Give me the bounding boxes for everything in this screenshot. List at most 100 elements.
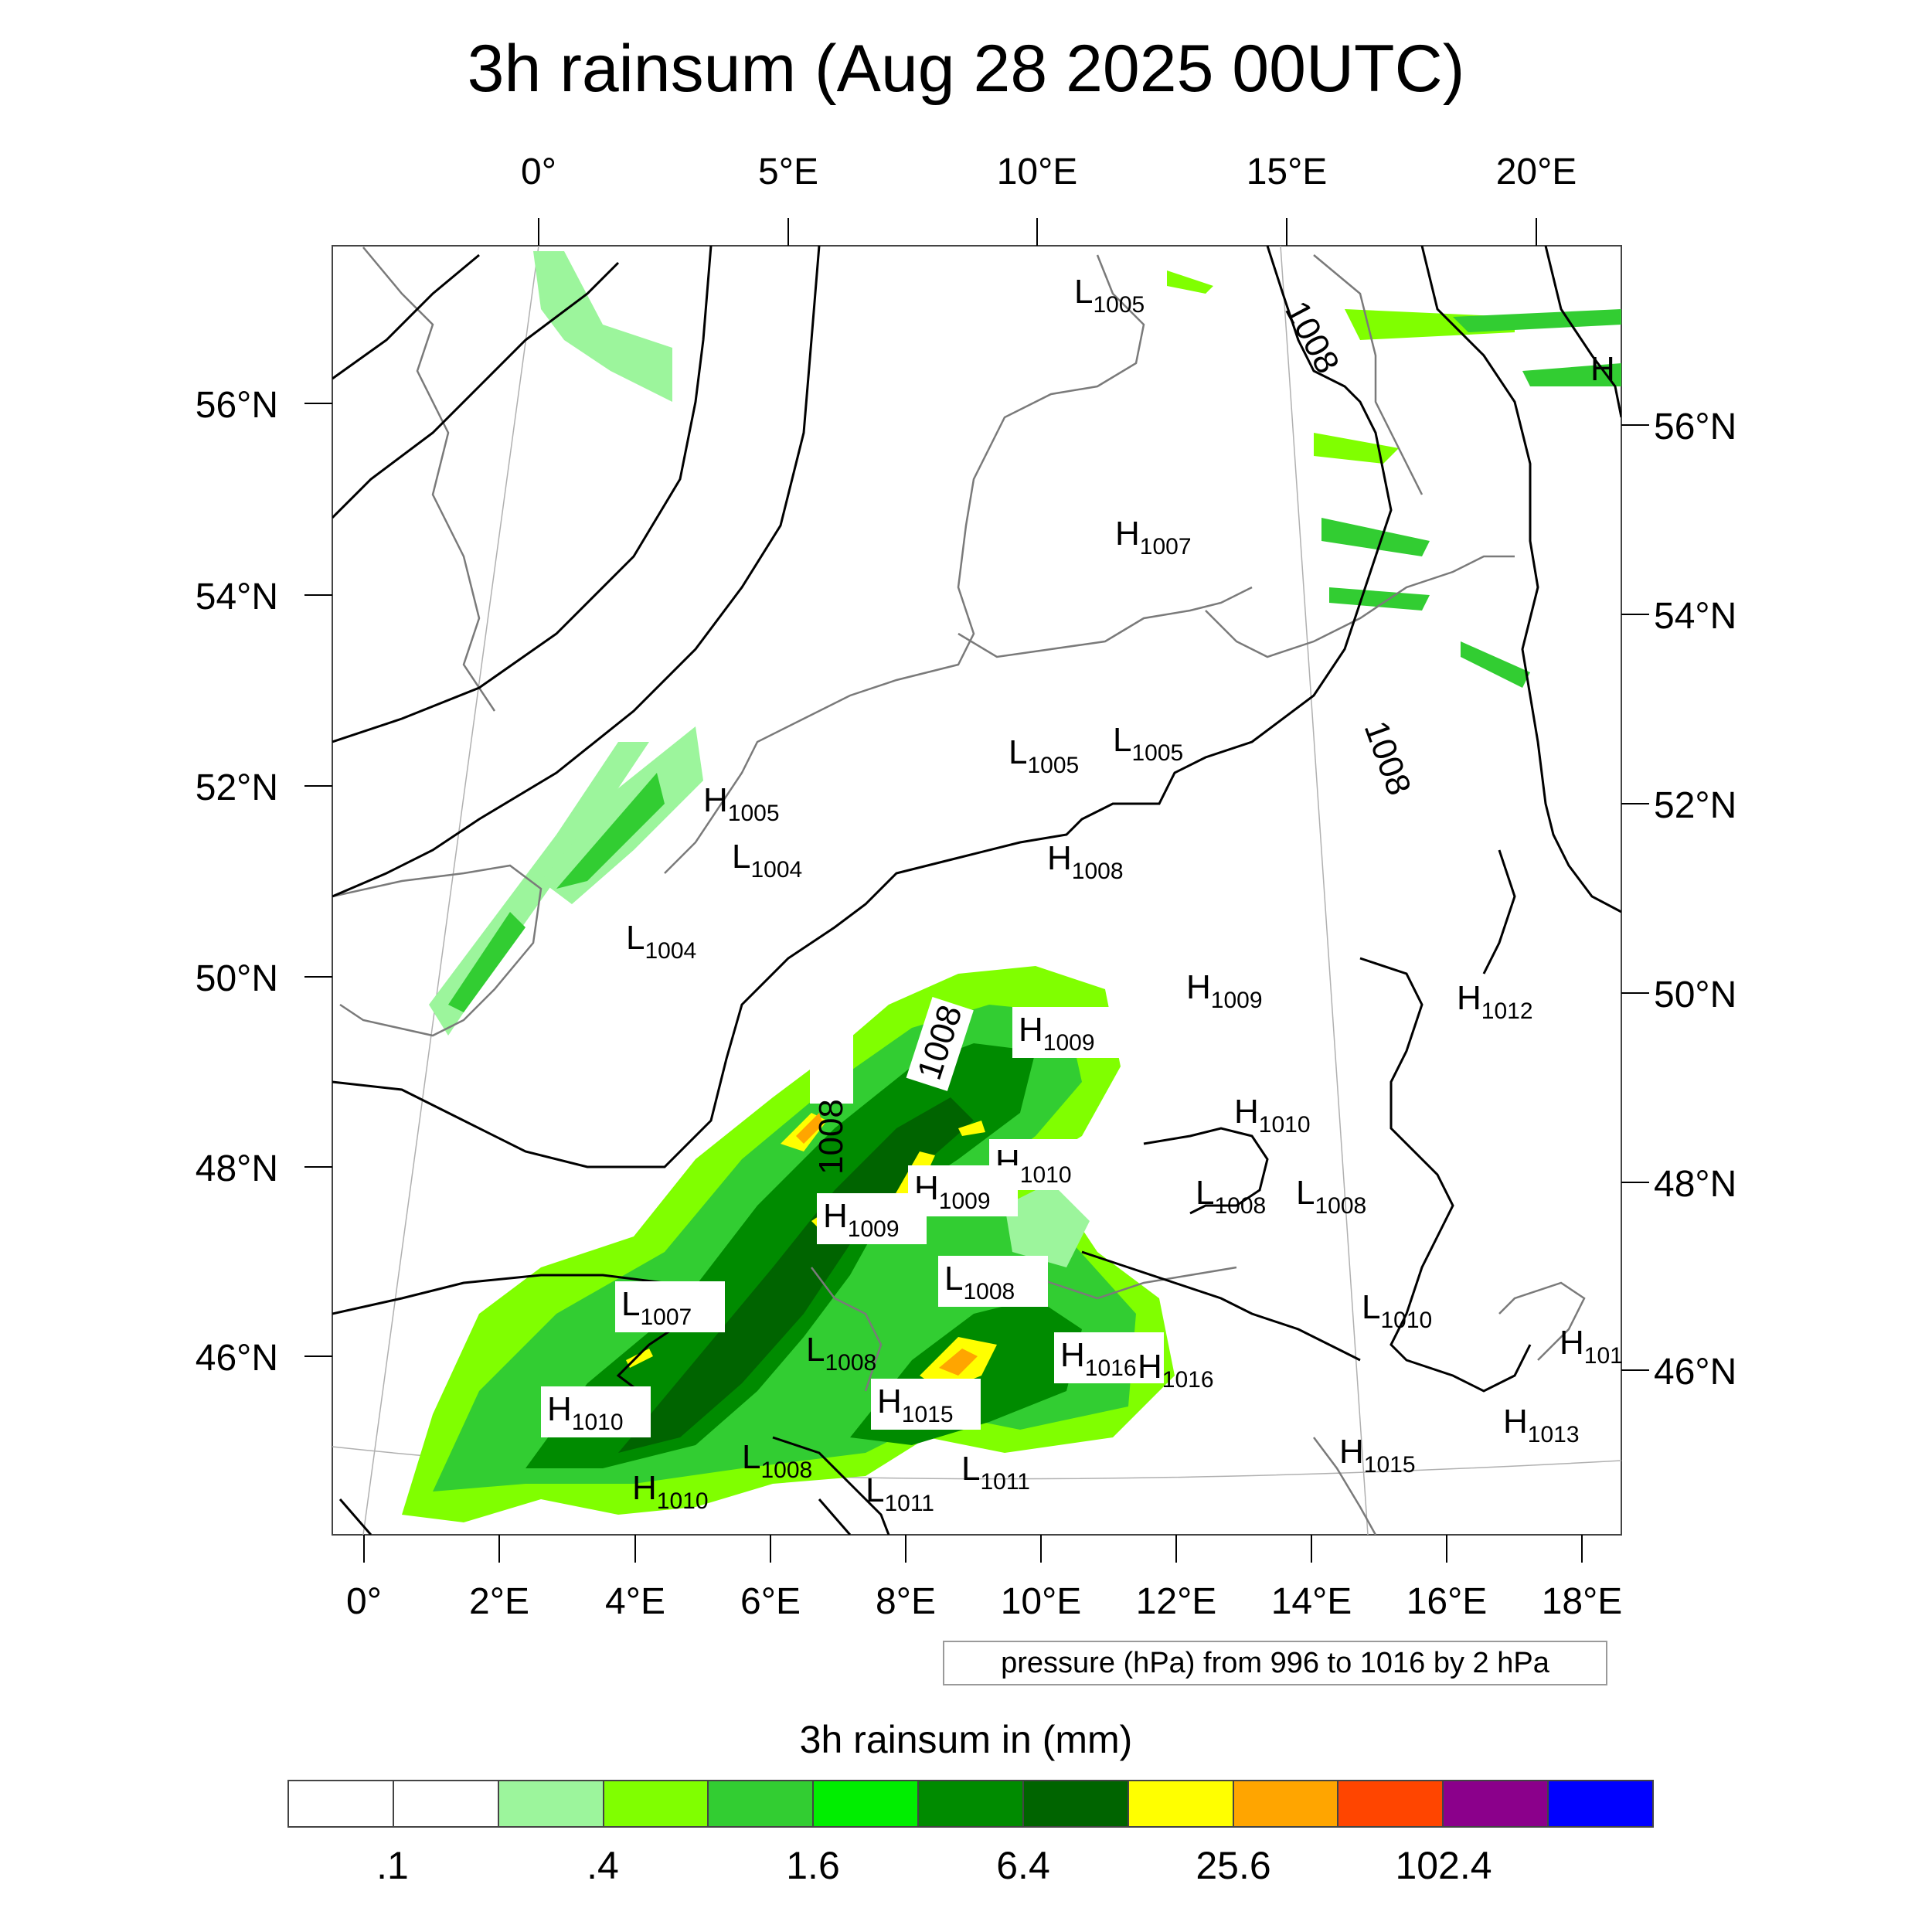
low-pressure-center: L1011: [961, 1450, 1030, 1495]
left-lat-label: 54°N: [196, 577, 278, 617]
top-lon-label: 5°E: [758, 151, 818, 192]
high-pressure-center: H1016: [1054, 1332, 1164, 1383]
pressure-center-value: 1009: [939, 1189, 991, 1214]
pressure-center-value: 1007: [1140, 534, 1192, 560]
map-content: [332, 246, 1621, 1535]
left-lat-label: 56°N: [196, 385, 278, 426]
pressure-center-value: 1008: [1072, 859, 1124, 884]
pressure-center-label: L1011: [866, 1471, 934, 1516]
map-title: 3h rainsum (Aug 28 2025 00UTC): [467, 32, 1465, 106]
colorbar-swatch: [919, 1781, 1024, 1826]
top-lon-label: 0°: [521, 151, 556, 192]
high-pressure-center: H: [1590, 350, 1615, 388]
pressure-center-value: 101: [1584, 1343, 1623, 1369]
right-lat-labels: 56°N 54°N 52°N 50°N 48°N 46°N: [1654, 406, 1736, 1393]
bottom-lon-label: 14°E: [1271, 1581, 1352, 1622]
bottom-lon-label: 8°E: [876, 1581, 936, 1622]
bottom-lon-label: 0°: [346, 1581, 382, 1622]
bottom-lon-label: 12°E: [1136, 1581, 1217, 1622]
pressure-center-value: 1005: [1093, 292, 1145, 318]
pressure-center-value: 1011: [980, 1469, 1030, 1495]
bottom-lon-label: 4°E: [605, 1581, 665, 1622]
pressure-center-label: L1010: [1362, 1288, 1432, 1333]
pressure-center-value: 1005: [728, 801, 780, 826]
pressure-center-value: 1009: [1211, 988, 1263, 1013]
pressure-center-value: 1005: [1027, 753, 1079, 778]
colorbar-swatch: [393, 1781, 499, 1826]
right-lat-label: 52°N: [1654, 785, 1736, 826]
colorbar-label: .4: [587, 1844, 619, 1887]
low-pressure-center: L1005: [1113, 721, 1183, 766]
low-pressure-center: L1011: [866, 1471, 934, 1516]
low-pressure-center: L1010: [1362, 1288, 1432, 1333]
colorbar: [287, 1780, 1654, 1828]
colorbar-label: 6.4: [996, 1844, 1050, 1887]
pressure-center-value: 1010: [1020, 1162, 1072, 1188]
colorbar-swatch: [1338, 1781, 1444, 1826]
top-lon-label: 20°E: [1496, 151, 1577, 192]
pressure-center-value: 1013: [1528, 1422, 1580, 1447]
colorbar-label: 102.4: [1395, 1844, 1492, 1887]
left-lat-labels: 56°N 54°N 52°N 50°N 48°N 46°N: [196, 385, 278, 1379]
pressure-center-label: L1005: [1113, 721, 1183, 766]
pressure-center-value: 1015: [902, 1402, 954, 1427]
colorbar-swatch: [289, 1781, 394, 1826]
high-pressure-center: H1009: [1012, 1007, 1122, 1058]
isobar-label: 1008: [812, 1099, 850, 1175]
pressure-center-value: 1015: [1364, 1452, 1416, 1478]
pressure-center-value: 1004: [645, 938, 696, 964]
bottom-lon-label: 10°E: [1001, 1581, 1082, 1622]
right-lat-label: 54°N: [1654, 596, 1736, 637]
left-lat-label: 52°N: [196, 767, 278, 808]
pressure-center-value: 1016: [1162, 1367, 1214, 1393]
colorbar-label: 1.6: [786, 1844, 840, 1887]
top-lon-label: 15°E: [1247, 151, 1328, 192]
colorbar-swatch: [1128, 1781, 1234, 1826]
high-pressure-center: H1015: [871, 1379, 981, 1430]
colorbar-label: .1: [376, 1844, 409, 1887]
isobars: [332, 246, 1621, 1535]
high-pressure-center: H1009: [817, 1193, 927, 1244]
bottom-lon-label: 16°E: [1406, 1581, 1488, 1622]
pressure-center-value: 1004: [750, 857, 802, 883]
pressure-center-value: 1010: [1380, 1308, 1432, 1333]
right-lat-label: 50°N: [1654, 975, 1736, 1015]
colorbar-swatch: [498, 1781, 604, 1826]
left-lat-label: 46°N: [196, 1338, 278, 1379]
pressure-center-value: 1010: [657, 1488, 709, 1514]
pressure-center-value: 1008: [760, 1458, 812, 1483]
pressure-center-value: 1008: [825, 1350, 876, 1376]
right-lat-label: 56°N: [1654, 406, 1736, 447]
contour-note: pressure (hPa) from 996 to 1016 by 2 hPa: [943, 1641, 1607, 1685]
right-lat-label: 48°N: [1654, 1164, 1736, 1205]
right-lat-label: 46°N: [1654, 1352, 1736, 1393]
colorbar-swatch: [1233, 1781, 1339, 1826]
high-pressure-center: H1009: [908, 1165, 1018, 1216]
colorbar-swatch: [1549, 1781, 1652, 1826]
colorbar-swatch: [604, 1781, 709, 1826]
pressure-center-value: 1009: [848, 1216, 900, 1242]
pressure-center-label: H: [1590, 350, 1615, 388]
left-lat-label: 48°N: [196, 1148, 278, 1189]
bottom-lon-labels: 0° 2°E 4°E 6°E 8°E 10°E 12°E 14°E 16°E 1…: [346, 1581, 1622, 1622]
pressure-center-label: L1011: [961, 1450, 1030, 1495]
top-lon-label: 10°E: [997, 151, 1078, 192]
pressure-center-value: 1008: [1214, 1193, 1266, 1219]
low-pressure-center: L1008: [938, 1256, 1048, 1307]
high-pressure-center: H1010: [541, 1386, 651, 1437]
bottom-lon-label: 6°E: [740, 1581, 801, 1622]
bottom-lon-label: 18°E: [1542, 1581, 1623, 1622]
pressure-center-value: 1008: [1315, 1193, 1366, 1219]
left-lat-label: 50°N: [196, 958, 278, 999]
low-pressure-center: L1007: [615, 1281, 725, 1332]
pressure-center-value: 1010: [1259, 1112, 1311, 1138]
colorbar-swatch: [814, 1781, 920, 1826]
axis-ticks: [304, 218, 1649, 1563]
pressure-center-value: 1012: [1481, 998, 1533, 1024]
colorbar-title: 3h rainsum in (mm): [799, 1718, 1133, 1761]
pressure-center-value: 1010: [572, 1410, 624, 1435]
pressure-center-value: 1016: [1085, 1355, 1137, 1381]
top-lon-labels: 0° 5°E 10°E 15°E 20°E: [521, 151, 1577, 192]
